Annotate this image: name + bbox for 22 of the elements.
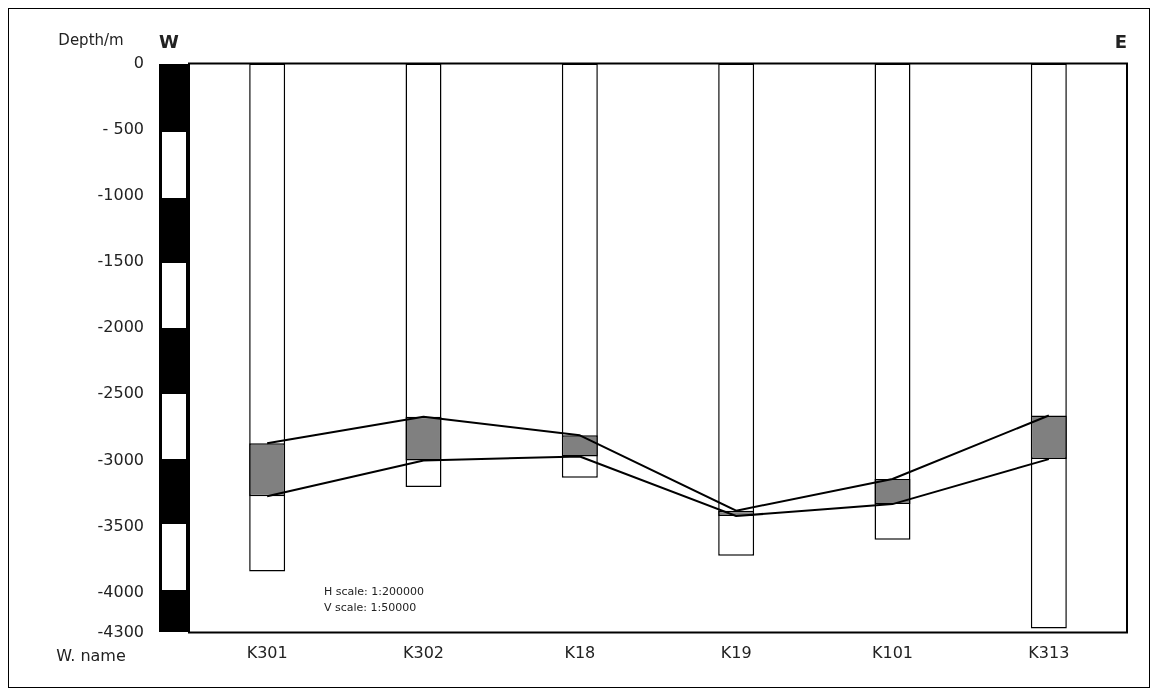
y-tick-label: 0 [133, 52, 144, 72]
y-tick-label: -2000 [97, 317, 144, 337]
x-tick-label: K101 [871, 643, 914, 663]
annotation: H scale: 1:200000 [324, 585, 425, 599]
x-axis-title: W. name [56, 645, 126, 665]
text: E [1114, 31, 1127, 53]
y-tick-label: -1000 [97, 185, 144, 205]
y-tick-label: -4000 [97, 581, 144, 601]
y-tick-label: -1500 [97, 251, 144, 271]
x-tick-label: K313 [1028, 643, 1070, 663]
y-tick-label: -3000 [97, 449, 144, 469]
annotation: V scale: 1:50000 [324, 601, 417, 615]
y-tick-label: - 500 [102, 118, 144, 138]
y-axis-title: Depth/m [58, 31, 124, 50]
x-tick-label: K18 [564, 643, 596, 663]
x-tick-label: K302 [402, 643, 445, 663]
y-tick-label: -4300 [97, 621, 144, 641]
x-tick-label: K19 [720, 643, 752, 663]
y-tick-label: -2500 [97, 383, 144, 403]
text: W [159, 31, 179, 53]
x-tick-label: K301 [246, 643, 288, 663]
y-tick-label: -3500 [97, 515, 144, 535]
